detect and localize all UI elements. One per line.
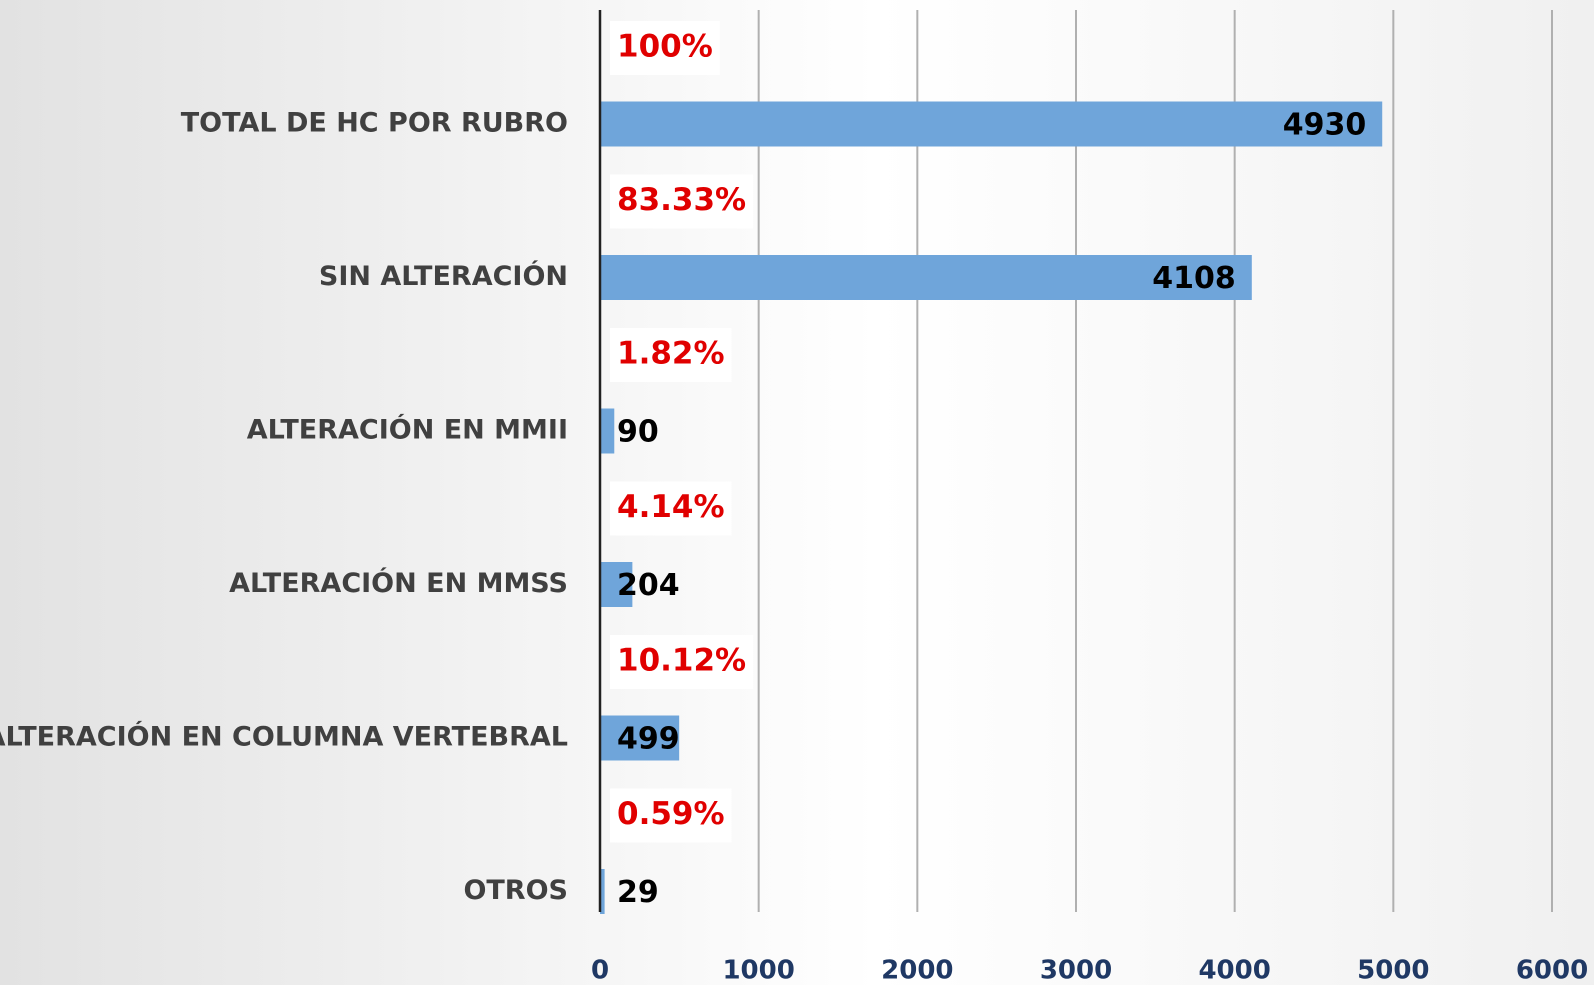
x-tick-label: 1000 <box>722 956 794 985</box>
category-label: ALTERACIÓN EN MMSS <box>229 567 568 599</box>
bar <box>600 255 1252 300</box>
value-label: 4930 <box>1283 108 1367 143</box>
bar <box>600 562 633 607</box>
bar <box>600 408 615 454</box>
x-tick-label: 3000 <box>1040 956 1112 985</box>
value-label: 29 <box>617 875 659 910</box>
x-tick-label: 0 <box>591 956 609 985</box>
percent-label-box <box>610 635 754 689</box>
percent-label: 100% <box>617 29 713 65</box>
category-label: ALTERACIÓN EN COLUMNA VERTEBRAL <box>0 721 568 753</box>
category-label: OTROS <box>463 875 568 906</box>
category-label: TOTAL DE HC POR RUBRO <box>181 108 568 139</box>
value-label: 4108 <box>1152 261 1236 296</box>
x-tick-label: 5000 <box>1357 956 1429 985</box>
percent-label: 83.33% <box>617 182 746 218</box>
bar <box>600 101 1383 147</box>
percent-label: 4.14% <box>617 489 725 525</box>
percent-label-box <box>610 328 732 382</box>
percent-label-box <box>610 21 720 75</box>
x-tick-label: 4000 <box>1198 956 1270 985</box>
percent-label-box <box>610 788 732 843</box>
percent-label-box <box>610 174 754 229</box>
percent-label: 0.59% <box>617 796 725 832</box>
bar <box>600 869 605 914</box>
x-tick-label: 6000 <box>1516 956 1588 985</box>
category-label: ALTERACIÓN EN MMII <box>247 414 568 446</box>
value-label: 499 <box>617 722 680 757</box>
bar <box>600 715 680 761</box>
value-label: 204 <box>617 568 680 603</box>
category-label: SIN ALTERACIÓN <box>319 260 568 292</box>
x-tick-label: 2000 <box>881 956 953 985</box>
percent-label: 10.12% <box>617 643 746 679</box>
value-label: 90 <box>617 415 659 450</box>
percent-label: 1.82% <box>617 336 725 372</box>
percent-label-box <box>610 481 732 536</box>
